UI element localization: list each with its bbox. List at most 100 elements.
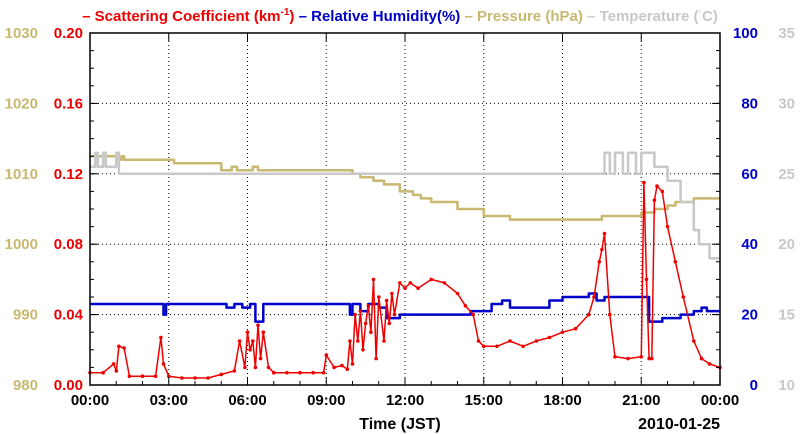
scattering-point	[251, 339, 255, 343]
y-tick-label-scattering: 0.08	[54, 236, 83, 253]
scattering-point	[650, 356, 654, 361]
scattering-point	[429, 277, 434, 282]
scattering-point	[644, 277, 649, 282]
scattering-point	[597, 260, 602, 264]
scattering-point	[272, 370, 276, 375]
scattering-point	[366, 304, 371, 308]
scattering-point	[398, 281, 402, 285]
scattering-point	[382, 339, 386, 343]
scattering-point	[371, 277, 376, 282]
series-scattering	[88, 180, 722, 380]
scattering-point	[243, 365, 247, 370]
y-tick-label-humidity: 100	[733, 25, 758, 42]
legend-tail: C)	[702, 8, 718, 25]
scattering-point	[361, 348, 365, 352]
scattering-point	[592, 295, 596, 299]
scattering-point	[256, 323, 260, 328]
scattering-point	[482, 344, 486, 349]
legend-dash: –	[583, 8, 600, 25]
legend-entry-0: Scattering Coefficient (km	[95, 8, 281, 25]
y-tick-label-scattering: 0.12	[54, 166, 83, 183]
scattering-point	[180, 376, 184, 380]
y-axis-temperature: 10 15 20 25 30 35	[778, 25, 795, 394]
x-tick-label: 03:00	[150, 392, 188, 409]
scattering-point	[117, 344, 121, 349]
x-tick-label: 15:00	[465, 392, 503, 409]
scattering-point	[321, 370, 326, 375]
scattering-point	[639, 355, 644, 359]
scattering-point	[608, 312, 612, 317]
scattering-point	[111, 362, 116, 366]
series-line-scattering	[90, 181, 721, 379]
scattering-point	[101, 370, 105, 375]
scattering-point	[245, 330, 250, 335]
scattering-point	[476, 339, 481, 343]
y-axis-scattering: 0.00 0.04 0.08 0.12 0.16 0.20	[54, 25, 84, 394]
scattering-point	[159, 335, 163, 340]
date-label: 2010-01-25	[638, 416, 720, 433]
scattering-point	[127, 374, 132, 379]
legend-tail: )	[289, 8, 294, 25]
scattering-point	[356, 339, 360, 343]
scattering-point	[384, 298, 389, 303]
scattering-point	[642, 180, 646, 185]
y-tick-label-temperature: 10	[778, 377, 795, 394]
scattering-point	[311, 370, 315, 375]
scattering-point	[652, 198, 657, 202]
scattering-point	[350, 362, 355, 366]
scattering-point	[495, 344, 499, 349]
scattering-point	[613, 355, 617, 359]
scattering-point	[665, 224, 670, 229]
scattering-point	[369, 330, 373, 335]
y-tick-label-temperature: 20	[778, 236, 795, 253]
series-temperature	[90, 151, 720, 260]
y-tick-label-humidity: 40	[741, 236, 758, 253]
legend-entry-3: Temperature (	[600, 8, 699, 25]
x-tick-label: 00:00	[71, 392, 109, 409]
scattering-point	[206, 376, 210, 380]
x-tick-label: 00:00	[701, 392, 739, 409]
scattering-point	[573, 326, 578, 331]
scattering-point	[122, 346, 126, 350]
scattering-point	[363, 321, 368, 326]
scattering-point	[140, 374, 145, 379]
scattering-point	[324, 353, 329, 357]
scattering-point	[258, 356, 263, 361]
x-tick-label: 06:00	[228, 392, 266, 409]
scattering-point	[471, 312, 476, 317]
scattering-point	[392, 312, 397, 317]
x-tick-label: 18:00	[543, 392, 581, 409]
y-axis-pressure: 980 990 1000 1010 1020 1030	[5, 25, 38, 394]
y-tick-label-scattering: 0.04	[54, 307, 84, 324]
scattering-point	[647, 356, 651, 361]
scattering-point	[332, 365, 336, 370]
scattering-point	[560, 330, 565, 335]
scattering-point	[358, 309, 363, 313]
scattering-point	[298, 370, 302, 375]
scattering-point	[237, 339, 242, 343]
grid	[90, 33, 720, 385]
scattering-point	[521, 344, 525, 349]
legend-line: – Scattering Coefficient (km-1) – Relati…	[82, 7, 718, 25]
legend-sup: ◦	[699, 7, 703, 18]
scattering-point	[253, 365, 258, 370]
scattering-point	[345, 367, 350, 372]
scattering-point	[587, 312, 591, 317]
scattering-point	[508, 339, 512, 343]
legend-dash: –	[460, 8, 477, 25]
scattering-point	[655, 184, 659, 188]
y-tick-label-temperature: 25	[778, 166, 795, 183]
scattering-point	[699, 356, 704, 361]
series-humidity	[90, 292, 720, 323]
scattering-point	[681, 295, 686, 299]
legend-entry-1: Relative Humidity(%)	[311, 8, 460, 25]
scattering-point	[232, 369, 237, 373]
scattering-point	[463, 304, 468, 308]
scattering-point	[442, 281, 447, 285]
y-tick-label-humidity: 20	[741, 307, 758, 324]
scattering-point	[153, 374, 158, 379]
scattering-point	[377, 295, 381, 299]
y-tick-label-temperature: 35	[778, 25, 795, 42]
y-tick-label-humidity: 60	[741, 166, 758, 183]
legend-sup: -1	[281, 7, 290, 18]
